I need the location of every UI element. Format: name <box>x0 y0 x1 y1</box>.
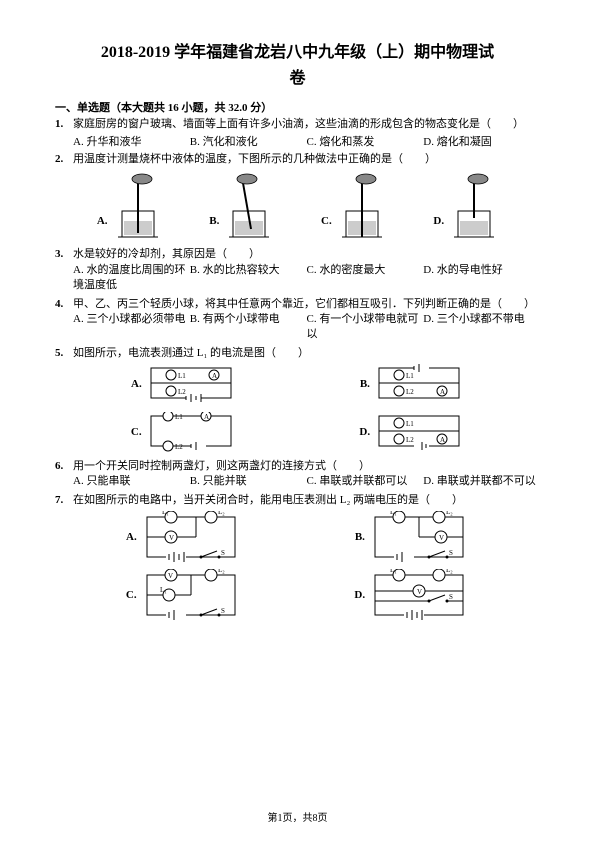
q6-opt-b: B. 只能并联 <box>190 474 307 489</box>
circuit-c-icon: L1 A L2 <box>146 412 236 454</box>
svg-text:A: A <box>204 413 209 421</box>
q7-text: 在如图所示的电路中，当开关闭合时，能用电压表测出 L₂ 两端电压的是（ ） <box>73 493 540 508</box>
circuit-7d-icon: L₁ L₂ V S <box>369 569 469 621</box>
q2-figures: A. B. C. <box>55 167 540 245</box>
q5-num: 5. <box>55 346 73 361</box>
title-line-1: 2018-2019 学年福建省龙岩八中九年级（上）期中物理试 <box>55 40 540 66</box>
svg-text:L1: L1 <box>406 420 414 428</box>
q3-opt-b: B. 水的比热容较大 <box>190 263 307 294</box>
q4-opt-a: A. 三个小球都必须带电 <box>73 312 190 343</box>
svg-text:L2: L2 <box>178 388 186 396</box>
svg-text:V: V <box>169 534 174 542</box>
q6-text: 用一个开关同时控制两盏灯，则这两盏灯的连接方式（ ） <box>73 459 540 474</box>
circuit-d-icon: L1 L2 A <box>374 412 464 454</box>
svg-text:V: V <box>417 588 422 596</box>
q1-opt-a: A. 升华和液华 <box>73 135 190 150</box>
q2-fig-d-label: D. <box>433 214 444 229</box>
svg-text:V: V <box>439 534 444 542</box>
section-1-header: 一、单选题（本大题共 16 小题，共 32.0 分） <box>55 99 540 115</box>
q5-fig-d-label: D. <box>359 425 370 440</box>
q4-opt-d: D. 三个小球都不带电 <box>423 312 540 343</box>
q2-fig-a-label: A. <box>97 214 108 229</box>
q7-num: 7. <box>55 493 73 508</box>
q7-fig-c-label: C. <box>126 588 137 603</box>
q5-fig-b-label: B. <box>360 377 370 392</box>
q3-opt-c: C. 水的密度最大 <box>307 263 424 294</box>
q3-num: 3. <box>55 247 73 262</box>
svg-text:L1: L1 <box>406 372 414 380</box>
q2-fig-b-label: B. <box>209 214 219 229</box>
svg-text:S: S <box>221 549 225 557</box>
q5-fig-a-label: A. <box>131 377 142 392</box>
svg-text:L₁: L₁ <box>390 569 397 574</box>
q3-opt-a: A. 水的温度比周围的环境温度低 <box>73 263 190 294</box>
q3-text: 水是较好的冷却剂，其原因是（ ） <box>73 247 540 262</box>
q7-fig-a-label: A. <box>126 530 137 545</box>
q4-text: 甲、乙、丙三个轻质小球，将其中任意两个靠近，它们都相互吸引．下列判断正确的是（ … <box>73 297 540 312</box>
question-2: 2. 用温度计测量烧杯中液体的温度，下图所示的几种做法中正确的是（ ） A. B… <box>55 152 540 245</box>
q4-opt-c: C. 有一个小球带电就可以 <box>307 312 424 343</box>
svg-text:L₁: L₁ <box>160 586 167 594</box>
q6-num: 6. <box>55 459 73 474</box>
svg-text:L₂: L₂ <box>218 569 225 574</box>
q5-fig-c-label: C. <box>131 425 142 440</box>
q4-opt-b: B. 有两个小球带电 <box>190 312 307 343</box>
q7-fig-d-label: D. <box>354 588 365 603</box>
svg-text:L2: L2 <box>406 388 414 396</box>
svg-text:L1: L1 <box>178 372 186 380</box>
question-7: 7. 在如图所示的电路中，当开关闭合时，能用电压表测出 L₂ 两端电压的是（ ）… <box>55 493 540 624</box>
q1-opt-d: D. 熔化和凝固 <box>423 135 540 150</box>
svg-text:V: V <box>168 572 173 580</box>
q1-opt-c: C. 熔化和蒸发 <box>307 135 424 150</box>
title-line-2: 卷 <box>55 66 540 92</box>
svg-text:L1: L1 <box>175 413 183 421</box>
svg-text:S: S <box>221 607 225 615</box>
svg-text:L₁: L₁ <box>390 511 397 516</box>
q2-text: 用温度计测量烧杯中液体的温度，下图所示的几种做法中正确的是（ ） <box>73 152 540 167</box>
q3-opt-d: D. 水的导电性好 <box>423 263 540 294</box>
q6-opt-a: A. 只能串联 <box>73 474 190 489</box>
circuit-7b-icon: L₁ L₂ V S <box>369 511 469 563</box>
svg-text:A: A <box>440 436 445 444</box>
page-footer: 第1页，共8页 <box>0 809 595 824</box>
exam-title: 2018-2019 学年福建省龙岩八中九年级（上）期中物理试 卷 <box>55 40 540 91</box>
circuit-a-icon: L1 A L2 <box>146 364 236 406</box>
svg-text:L₂: L₂ <box>446 511 453 516</box>
svg-text:L₂: L₂ <box>218 511 225 516</box>
svg-text:L2: L2 <box>406 436 414 444</box>
q4-num: 4. <box>55 297 73 312</box>
svg-text:A: A <box>440 388 445 396</box>
q2-num: 2. <box>55 152 73 167</box>
svg-text:L₂: L₂ <box>446 569 453 574</box>
q6-opt-d: D. 串联或并联都不可以 <box>423 474 540 489</box>
question-5: 5. 如图所示，电流表测通过 L₁ 的电流是图（ ） A. L1 A L2 B.… <box>55 346 540 457</box>
q7-fig-b-label: B. <box>355 530 365 545</box>
q1-text: 家庭厨房的窗户玻璃、墙面等上面有许多小油滴，这些油滴的形成包含的物态变化是（ ） <box>73 117 540 132</box>
question-1: 1. 家庭厨房的窗户玻璃、墙面等上面有许多小油滴，这些油滴的形成包含的物态变化是… <box>55 117 540 150</box>
thermometer-beaker-b-icon <box>225 173 273 241</box>
circuit-7c-icon: V L₂ L₁ S <box>141 569 241 621</box>
q6-opt-c: C. 串联或并联都可以 <box>307 474 424 489</box>
circuit-b-icon: L1 L2 A <box>374 364 464 406</box>
thermometer-beaker-c-icon <box>338 173 386 241</box>
svg-text:S: S <box>449 549 453 557</box>
question-3: 3. 水是较好的冷却剂，其原因是（ ） A. 水的温度比周围的环境温度低 B. … <box>55 247 540 294</box>
circuit-7a-icon: L₁ L₂ V S <box>141 511 241 563</box>
q5-text: 如图所示，电流表测通过 L₁ 的电流是图（ ） <box>73 346 540 361</box>
question-4: 4. 甲、乙、丙三个轻质小球，将其中任意两个靠近，它们都相互吸引．下列判断正确的… <box>55 297 540 344</box>
question-6: 6. 用一个开关同时控制两盏灯，则这两盏灯的连接方式（ ） A. 只能串联 B.… <box>55 459 540 491</box>
svg-text:L2: L2 <box>175 443 183 451</box>
svg-text:L₁: L₁ <box>162 511 169 516</box>
thermometer-beaker-a-icon <box>114 173 162 241</box>
q1-opt-b: B. 汽化和液化 <box>190 135 307 150</box>
q1-num: 1. <box>55 117 73 132</box>
svg-text:A: A <box>212 372 217 380</box>
thermometer-beaker-d-icon <box>450 173 498 241</box>
q2-fig-c-label: C. <box>321 214 332 229</box>
svg-text:S: S <box>449 593 453 601</box>
